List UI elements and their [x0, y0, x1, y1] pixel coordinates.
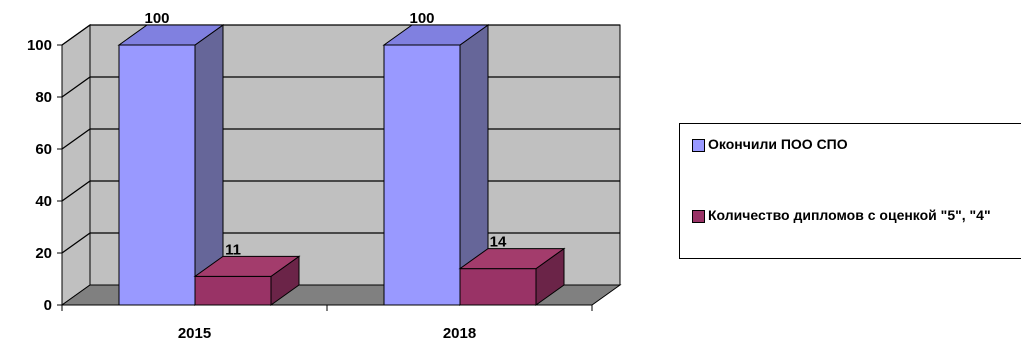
x-tick-label-2015: 2015 [178, 325, 211, 341]
data-label-1-2015: 11 [225, 241, 241, 258]
bar-1-2015 [194, 275, 272, 306]
y-tick-label-20: 20 [35, 245, 52, 262]
bar-0-2015 [118, 44, 196, 306]
y-tick-label-100: 100 [27, 37, 52, 54]
legend-swatch-diplomas [692, 210, 705, 223]
legend-item-diplomas: Количество дипломов с оценкой "5", "4" [692, 207, 991, 224]
bar-top-1-2018 [458, 248, 566, 270]
bar-0-2018 [383, 44, 461, 306]
bar-1-2018 [459, 268, 537, 306]
data-label-0-2018: 100 [409, 10, 434, 27]
x-tick-label-2018: 2018 [443, 325, 476, 341]
data-label-0-2015: 100 [144, 10, 169, 27]
legend-item-graduated: Окончили ПОО СПО [692, 136, 848, 153]
y-tick-label-80: 80 [35, 89, 52, 106]
bar-top-0-2015 [117, 24, 225, 46]
y-tick-label-40: 40 [35, 193, 52, 210]
bar-top-0-2018 [382, 24, 490, 46]
chart-plot: 0 20 40 60 80 100 2015 2018 100 11 100 14 [27, 10, 622, 341]
legend-label-graduated: Окончили ПОО СПО [708, 136, 848, 152]
legend-label-diplomas: Количество дипломов с оценкой "5", "4" [708, 207, 991, 223]
data-label-1-2018: 14 [490, 234, 507, 251]
y-tick-label-60: 60 [35, 141, 52, 158]
bar-top-1-2015 [193, 255, 301, 277]
chart-legend: Окончили ПОО СПО Количество дипломов с о… [679, 123, 1021, 259]
side-wall [61, 24, 91, 306]
y-tick-label-0: 0 [44, 297, 52, 314]
legend-swatch-graduated [692, 139, 705, 152]
